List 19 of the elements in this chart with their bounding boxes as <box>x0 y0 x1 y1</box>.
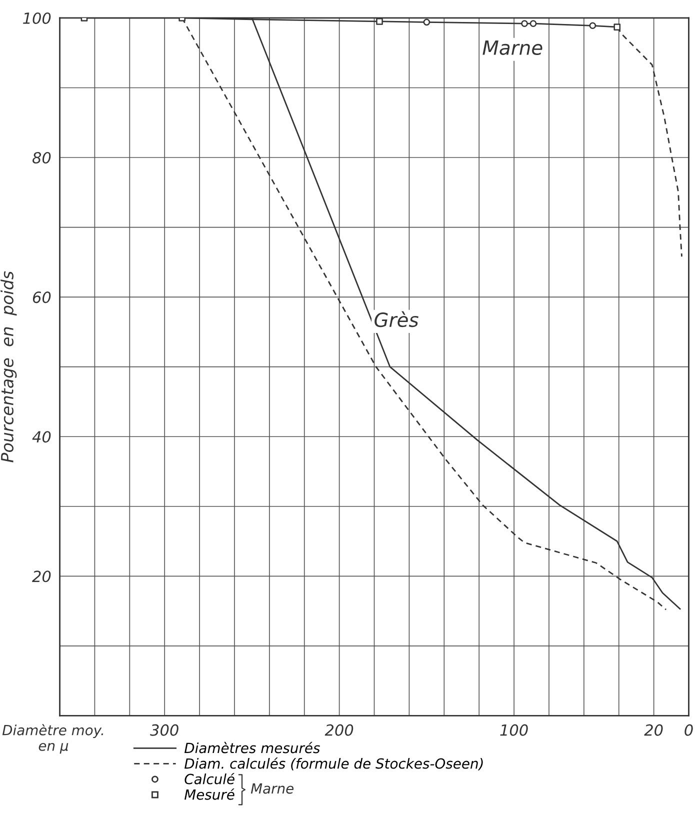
y-tick-label: 100 <box>23 12 51 24</box>
x-tick-label: 0 <box>684 724 693 736</box>
legend-label: Mesuré <box>184 788 234 800</box>
y-tick-label: 80 <box>32 152 51 164</box>
legend-label: Calculé <box>184 772 234 784</box>
y-axis-title: Pourcentage en poids <box>0 271 17 462</box>
y-tick-label: 40 <box>32 431 51 443</box>
y-tick-label: 60 <box>32 292 51 304</box>
x-tick-label: 20 <box>644 724 663 736</box>
legend-label: Diamètres mesurés <box>184 742 320 754</box>
annotation: Marne <box>482 40 542 56</box>
x-tick-label: 100 <box>500 724 528 736</box>
annotation: Grès <box>374 311 418 328</box>
x-tick-label: 300 <box>150 724 178 736</box>
x-tick-label: 200 <box>324 724 354 736</box>
legend-label: Diam. calculés (formule de Stockes-Oseen) <box>184 757 483 770</box>
text: Marne <box>250 783 294 794</box>
y-tick-label: 20 <box>32 570 51 582</box>
x-axis-title: Diamètre moy. en µ <box>2 724 104 754</box>
